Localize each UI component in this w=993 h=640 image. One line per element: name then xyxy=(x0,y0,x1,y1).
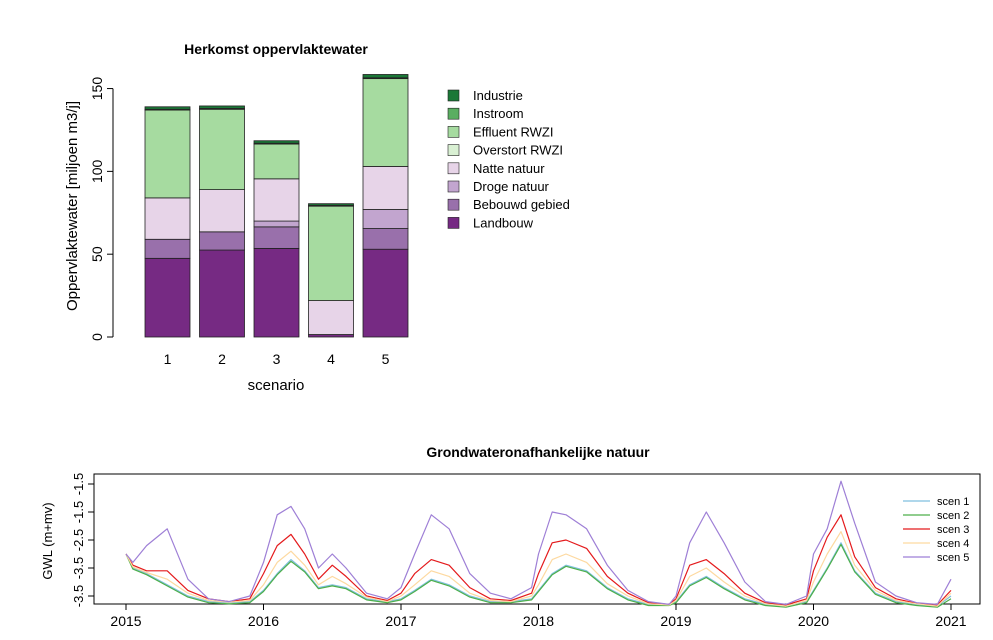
legend-swatch xyxy=(447,107,460,120)
bar-x-tick-label: 5 xyxy=(382,351,390,367)
bar-x-tick-label: 2 xyxy=(218,351,226,367)
line-chart-series xyxy=(125,480,952,608)
line-chart-legend: scen 1 scen 2 scen 3 scen 4 scen 5 xyxy=(903,496,969,564)
legend-swatch xyxy=(447,89,460,102)
bar-segment xyxy=(308,203,354,206)
line-x-tick-label: 2019 xyxy=(660,613,691,629)
line-chart: Grondwateronafhankelijke natuur GWL (m+m… xyxy=(40,444,981,629)
bar-x-tick-label: 1 xyxy=(164,351,172,367)
bar-segment xyxy=(144,197,191,240)
legend-swatch xyxy=(447,198,460,211)
bar-y-tick-label: 50 xyxy=(89,246,105,262)
line-y-tick-label: -1.5 xyxy=(71,501,86,523)
line-y-tick-label: -2.5 xyxy=(71,529,86,551)
line-series-path xyxy=(125,480,952,605)
bar-segment xyxy=(253,247,300,338)
bar-chart-y-axis: 0 50 100 150 xyxy=(89,77,114,341)
line-chart-plot-box xyxy=(93,473,981,605)
line-legend-label: scen 3 xyxy=(937,524,969,536)
legend-label: Instroom xyxy=(473,106,524,121)
line-x-tick-label: 2015 xyxy=(110,613,141,629)
legend-label: Overstort RWZI xyxy=(473,143,563,158)
line-chart-title: Grondwateronafhankelijke natuur xyxy=(426,444,650,460)
bar-segment xyxy=(362,209,409,229)
line-chart-y-axis-label: GWL (m+mv) xyxy=(40,502,55,579)
bar-segment xyxy=(362,74,409,79)
bar-segment xyxy=(253,178,300,222)
bar-segment xyxy=(199,189,245,233)
legend-label: Natte natuur xyxy=(473,161,545,176)
bar-segment xyxy=(144,257,191,338)
bar-chart-x-ticks: 1 2 3 4 5 xyxy=(164,351,390,367)
legend-swatch xyxy=(447,217,460,229)
legend-swatch xyxy=(447,180,460,193)
bar-segment xyxy=(199,108,245,190)
legend-swatch xyxy=(447,162,460,175)
legend-swatch xyxy=(447,126,460,138)
bar-segment xyxy=(308,300,354,335)
bar-segment xyxy=(253,220,300,228)
line-x-tick-label: 2020 xyxy=(798,613,829,629)
legend-label: Industrie xyxy=(473,88,523,103)
line-series-path xyxy=(125,514,952,606)
bar-chart-bars xyxy=(144,74,409,338)
bar-chart-legend: Industrie Instroom Effluent RWZI Overstort … xyxy=(447,88,570,230)
line-legend-label: scen 4 xyxy=(937,538,969,550)
line-x-tick-label: 2018 xyxy=(523,613,554,629)
bar-y-tick-label: 150 xyxy=(89,77,105,101)
line-y-tick-label: -1.5 xyxy=(71,473,86,495)
bar-segment xyxy=(362,78,409,167)
legend-label: Effluent RWZI xyxy=(473,124,553,139)
line-x-tick-label: 2021 xyxy=(935,613,966,629)
bar-x-tick-label: 4 xyxy=(327,351,335,367)
bar-segment xyxy=(308,205,354,301)
line-y-tick-label: -3.5 xyxy=(71,557,86,579)
legend-label: Bebouwd gebied xyxy=(473,197,570,212)
bar-segment xyxy=(253,143,300,180)
line-series-path xyxy=(125,543,952,608)
bar-segment xyxy=(144,109,191,199)
bar-x-tick-label: 3 xyxy=(273,351,281,367)
bar-chart-title: Herkomst oppervlaktewater xyxy=(184,41,368,57)
bar-segment xyxy=(199,231,245,251)
line-x-tick-label: 2016 xyxy=(248,613,279,629)
legend-label: Droge natuur xyxy=(473,179,550,194)
bar-segment xyxy=(362,248,409,338)
line-legend-label: scen 2 xyxy=(937,510,969,522)
line-legend-label: scen 5 xyxy=(937,552,969,564)
bar-segment xyxy=(362,228,409,250)
bar-segment xyxy=(362,166,409,210)
bar-chart-x-axis-label: scenario xyxy=(248,377,305,394)
bar-y-tick-label: 0 xyxy=(89,333,105,341)
bar-segment xyxy=(199,249,245,338)
bar-segment xyxy=(144,238,191,259)
bar-y-tick-label: 100 xyxy=(89,159,105,183)
line-x-tick-label: 2017 xyxy=(385,613,416,629)
line-y-tick-label: -3.5 xyxy=(71,585,86,607)
line-chart-axes: 2015 2016 2017 2018 2019 2020 2021 -1.5 -1.5 -2.5… xyxy=(71,473,967,629)
bar-chart-y-axis-label: Oppervlaktewater [miljoen m3/j] xyxy=(64,101,81,311)
bar-segment xyxy=(253,140,300,144)
bar-chart: Herkomst oppervlaktewater Oppervlaktewat… xyxy=(64,41,570,394)
legend-swatch xyxy=(447,144,460,156)
bar-segment xyxy=(253,226,300,249)
legend-label: Landbouw xyxy=(473,215,534,230)
line-legend-label: scen 1 xyxy=(937,496,969,508)
bar-segment xyxy=(144,106,191,110)
line-series-path xyxy=(125,531,952,607)
bar-segment xyxy=(199,105,245,109)
